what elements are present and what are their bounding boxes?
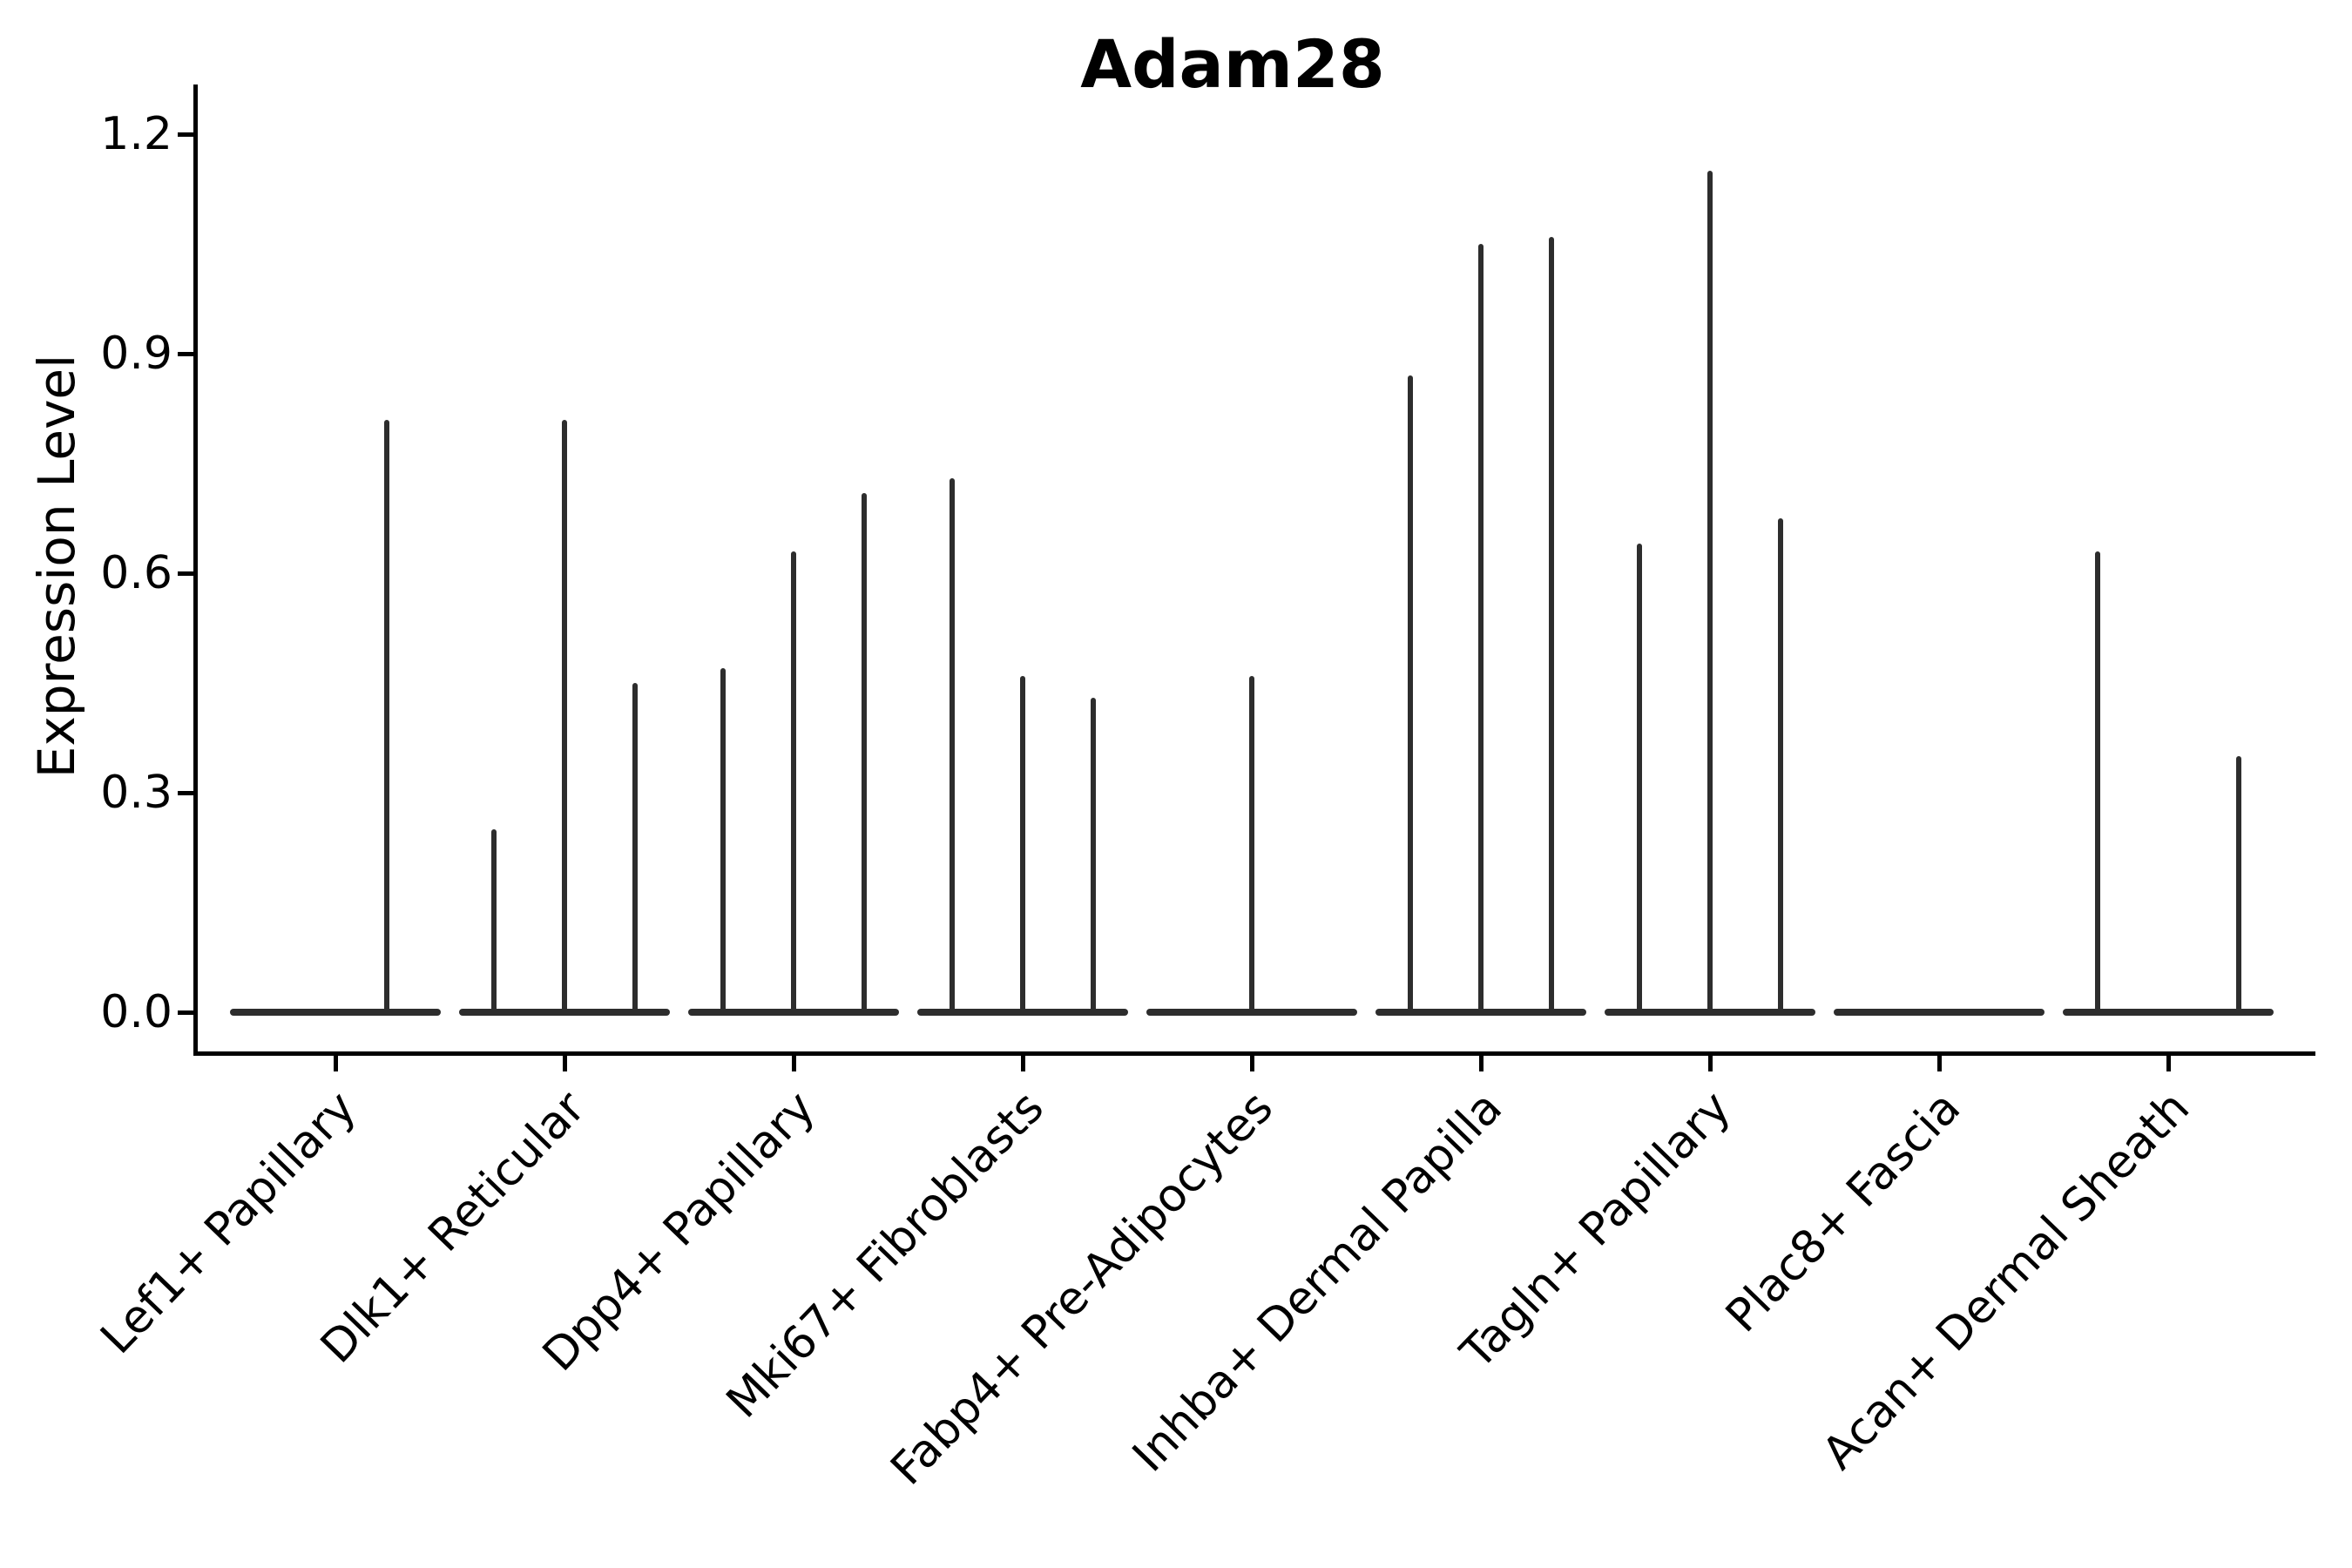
chart-title: Adam28 (1080, 25, 1385, 103)
violin-baseline (1375, 1009, 1586, 1016)
violin-spike (1478, 244, 1484, 1012)
x-tick-mark (2166, 1056, 2171, 1071)
y-tick-mark (178, 351, 193, 356)
violin-spike (562, 419, 567, 1012)
violin-spike (1778, 518, 1783, 1012)
x-tick-mark (791, 1056, 796, 1071)
x-tick-mark (1249, 1056, 1254, 1071)
x-tick-label: Fabp4+ Pre-Adipocytes (881, 1081, 1283, 1496)
violin-spike (2095, 551, 2100, 1012)
y-axis-spine (193, 84, 198, 1056)
y-axis-label: Expression Level (27, 354, 86, 779)
violin-baseline (688, 1009, 899, 1016)
violin-spike (1707, 171, 1713, 1012)
violin-spike (1091, 697, 1096, 1012)
violin-spike (720, 668, 726, 1012)
violin-spike (1249, 675, 1254, 1012)
violin-spike (1637, 544, 1642, 1012)
violin-baseline (1146, 1009, 1357, 1016)
violin-spike (1020, 675, 1025, 1012)
violin-spike (1549, 236, 1554, 1012)
x-tick-mark (1020, 1056, 1025, 1071)
x-axis-spine (193, 1051, 2315, 1056)
x-tick-mark (1936, 1056, 1942, 1071)
y-tick-mark (178, 790, 193, 795)
violin-baseline (2063, 1009, 2274, 1016)
violin-spike (1408, 375, 1413, 1012)
violin-spike (791, 551, 796, 1012)
violin-baseline (459, 1009, 670, 1016)
x-tick-label: Plac8+ Fascia (1715, 1081, 1970, 1343)
y-tick-label: 0.0 (100, 986, 172, 1038)
violin-spike (950, 477, 955, 1012)
violin-baseline (1605, 1009, 1815, 1016)
x-tick-mark (1707, 1056, 1713, 1071)
violin-baseline (1834, 1009, 2044, 1016)
x-tick-label: Acan+ Dermal Sheath (1812, 1081, 2200, 1480)
x-tick-label: Inhba+ Dermal Papilla (1122, 1081, 1512, 1483)
violin-baseline (230, 1009, 441, 1016)
y-tick-label: 0.6 (100, 547, 172, 599)
violin-spike (632, 683, 638, 1012)
violin-spike (2236, 756, 2241, 1012)
y-tick-label: 1.2 (100, 108, 172, 160)
violin-spike (862, 492, 867, 1012)
y-tick-label: 0.9 (100, 328, 172, 380)
x-tick-mark (562, 1056, 567, 1071)
y-tick-mark (178, 1010, 193, 1015)
x-tick-mark (1478, 1056, 1484, 1071)
y-tick-mark (178, 571, 193, 576)
y-tick-label: 0.3 (100, 767, 172, 819)
violin-baseline (917, 1009, 1128, 1016)
x-tick-mark (333, 1056, 338, 1071)
violin-spike (384, 419, 389, 1012)
violin-spike (491, 829, 497, 1012)
y-tick-mark (178, 132, 193, 137)
